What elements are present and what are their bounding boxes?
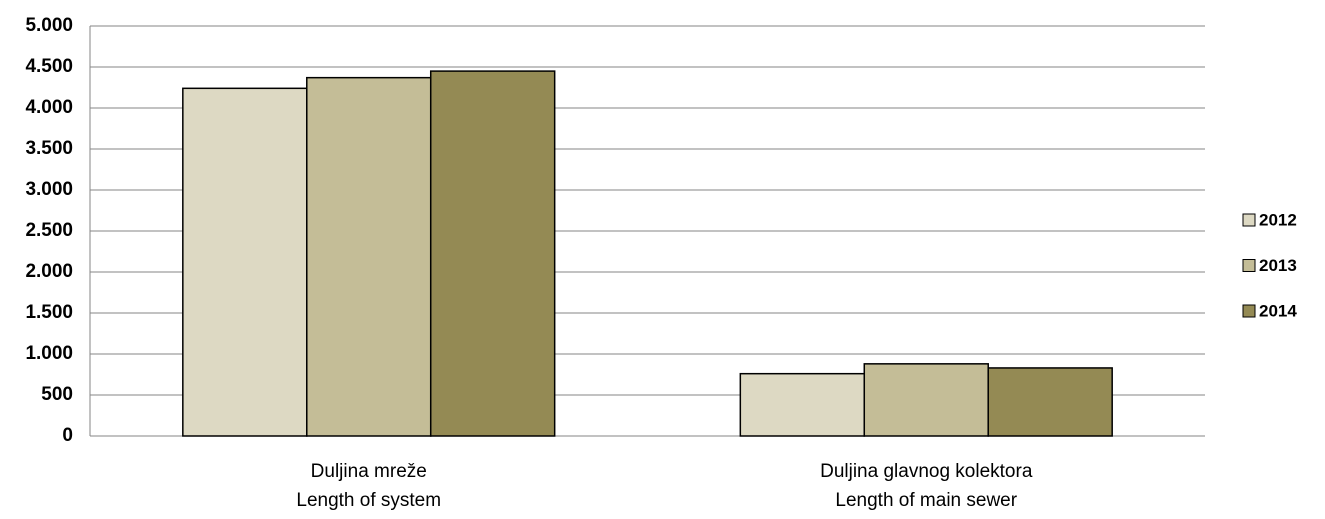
bar bbox=[182, 87, 308, 437]
y-tick-label: 2.500 bbox=[25, 220, 73, 241]
bar bbox=[863, 363, 989, 437]
x-tick-label: Duljina glavnog kolektora bbox=[820, 461, 1033, 482]
legend-label: 2014 bbox=[1259, 301, 1297, 320]
legend-label: 2012 bbox=[1259, 210, 1297, 229]
bar bbox=[429, 70, 556, 437]
y-tick-label: 0 bbox=[62, 425, 73, 446]
legend-label: 2013 bbox=[1259, 256, 1297, 275]
x-tick-label: Length of system bbox=[296, 490, 441, 511]
y-tick-label: 3.000 bbox=[25, 179, 73, 200]
y-tick-label: 5.000 bbox=[25, 15, 73, 36]
y-tick-label: 1.000 bbox=[25, 343, 73, 364]
y-tick-label: 4.000 bbox=[25, 97, 73, 118]
legend-swatch bbox=[1242, 304, 1256, 318]
y-tick-label: 4.500 bbox=[25, 56, 73, 77]
legend-swatch bbox=[1242, 259, 1256, 272]
bar bbox=[306, 76, 432, 437]
y-tick-label: 2.000 bbox=[25, 261, 73, 282]
y-tick-label: 500 bbox=[41, 384, 73, 405]
x-tick-label: Length of main sewer bbox=[835, 490, 1017, 511]
y-tick-label: 1.500 bbox=[25, 302, 73, 323]
bar bbox=[739, 372, 866, 437]
y-tick-label: 3.500 bbox=[25, 138, 73, 159]
legend-swatch bbox=[1242, 213, 1256, 227]
bar bbox=[987, 367, 1113, 437]
x-tick-label: Duljina mreže bbox=[311, 461, 427, 482]
